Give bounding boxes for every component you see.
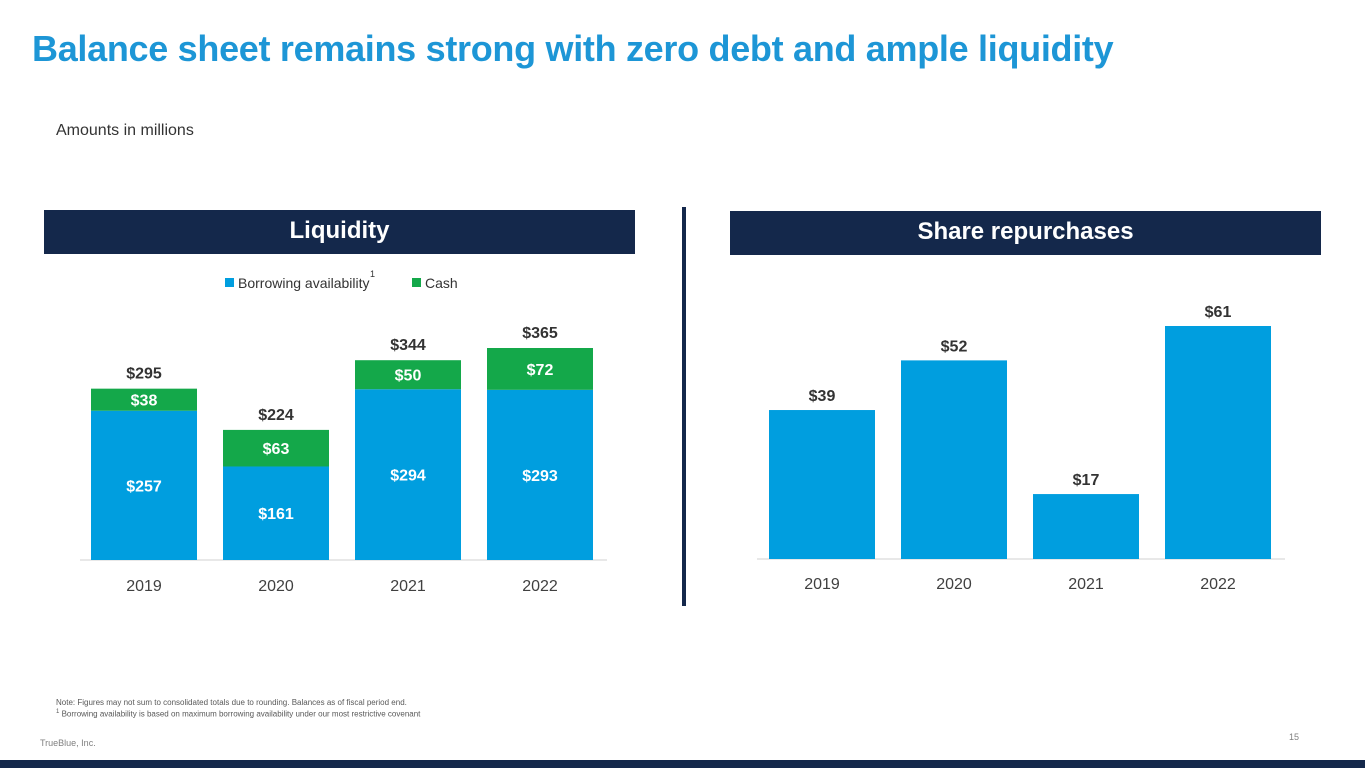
borrowing-bar-2021	[355, 389, 461, 560]
footnote-1: 1 Borrowing availability is based on max…	[56, 709, 420, 719]
x-tick-repurchases-2019: 2019	[804, 576, 840, 593]
company-name: TrueBlue, Inc.	[40, 738, 96, 748]
legend-label-borrowing: Borrowing availability	[238, 275, 370, 291]
legend-label-cash: Cash	[425, 275, 458, 291]
repurchase-bar-2019	[769, 410, 875, 559]
x-tick-repurchases-2020: 2020	[936, 576, 972, 593]
cash-label-2022: $72	[527, 362, 554, 379]
borrowing-label-2019: $257	[126, 478, 162, 495]
cash-bar-2019	[91, 388, 197, 411]
x-tick-liquidity-2022: 2022	[522, 578, 558, 595]
repurchase-bar-2021	[1033, 494, 1139, 559]
share-repurchases-header: Share repurchases	[730, 211, 1321, 255]
legend-swatch-borrowing	[225, 278, 234, 287]
page-subtitle: Amounts in millions	[56, 122, 194, 139]
page-number: 15	[1289, 732, 1300, 742]
borrowing-bar-2020	[223, 466, 329, 560]
total-label-2022: $365	[522, 325, 558, 342]
repurchase-label-2020: $52	[941, 338, 968, 355]
repurchase-label-2019: $39	[809, 388, 836, 405]
legend-superscript: 1	[370, 269, 375, 279]
cash-label-2019: $38	[131, 393, 158, 410]
cash-bar-2022	[487, 348, 593, 390]
x-tick-liquidity-2021: 2021	[390, 578, 426, 595]
legend-swatch-cash	[412, 278, 421, 287]
x-tick-liquidity-2020: 2020	[258, 578, 294, 595]
total-label-2019: $295	[126, 366, 162, 383]
x-tick-liquidity-2019: 2019	[126, 578, 162, 595]
repurchase-label-2021: $17	[1073, 472, 1100, 489]
borrowing-label-2021: $294	[390, 468, 426, 485]
total-label-2021: $344	[390, 337, 426, 354]
share-repurchases-chart: $39 2019 $52 2020 $17 2021 $61 2022	[757, 304, 1285, 593]
footnote-1-text: Borrowing availability is based on maxim…	[61, 709, 421, 719]
cash-label-2021: $50	[395, 368, 422, 385]
repurchase-label-2022: $61	[1205, 304, 1232, 321]
repurchase-bar-2020	[901, 360, 1007, 559]
repurchase-bar-2022	[1165, 326, 1271, 559]
cash-label-2020: $63	[263, 441, 290, 458]
borrowing-label-2020: $161	[258, 506, 294, 523]
liquidity-legend: Borrowing availability 1 Cash	[225, 269, 458, 291]
x-tick-repurchases-2021: 2021	[1068, 576, 1104, 593]
liquidity-header: Liquidity	[44, 210, 635, 254]
bottom-bar	[0, 760, 1365, 768]
cash-bar-2021	[355, 360, 461, 390]
footnote-1-marker: 1	[56, 709, 60, 715]
page-title: Balance sheet remains strong with zero d…	[32, 28, 1114, 69]
footnote-note: Note: Figures may not sum to consolidate…	[56, 698, 407, 707]
panel-divider	[682, 207, 686, 606]
borrowing-label-2022: $293	[522, 468, 558, 485]
x-tick-repurchases-2022: 2022	[1200, 576, 1236, 593]
cash-bar-2020	[223, 429, 329, 467]
borrowing-bar-2019	[91, 410, 197, 560]
total-label-2020: $224	[258, 407, 294, 424]
liquidity-chart: Borrowing availability 1 Cash $257 $38 $29…	[80, 269, 607, 595]
borrowing-bar-2022	[487, 389, 593, 560]
